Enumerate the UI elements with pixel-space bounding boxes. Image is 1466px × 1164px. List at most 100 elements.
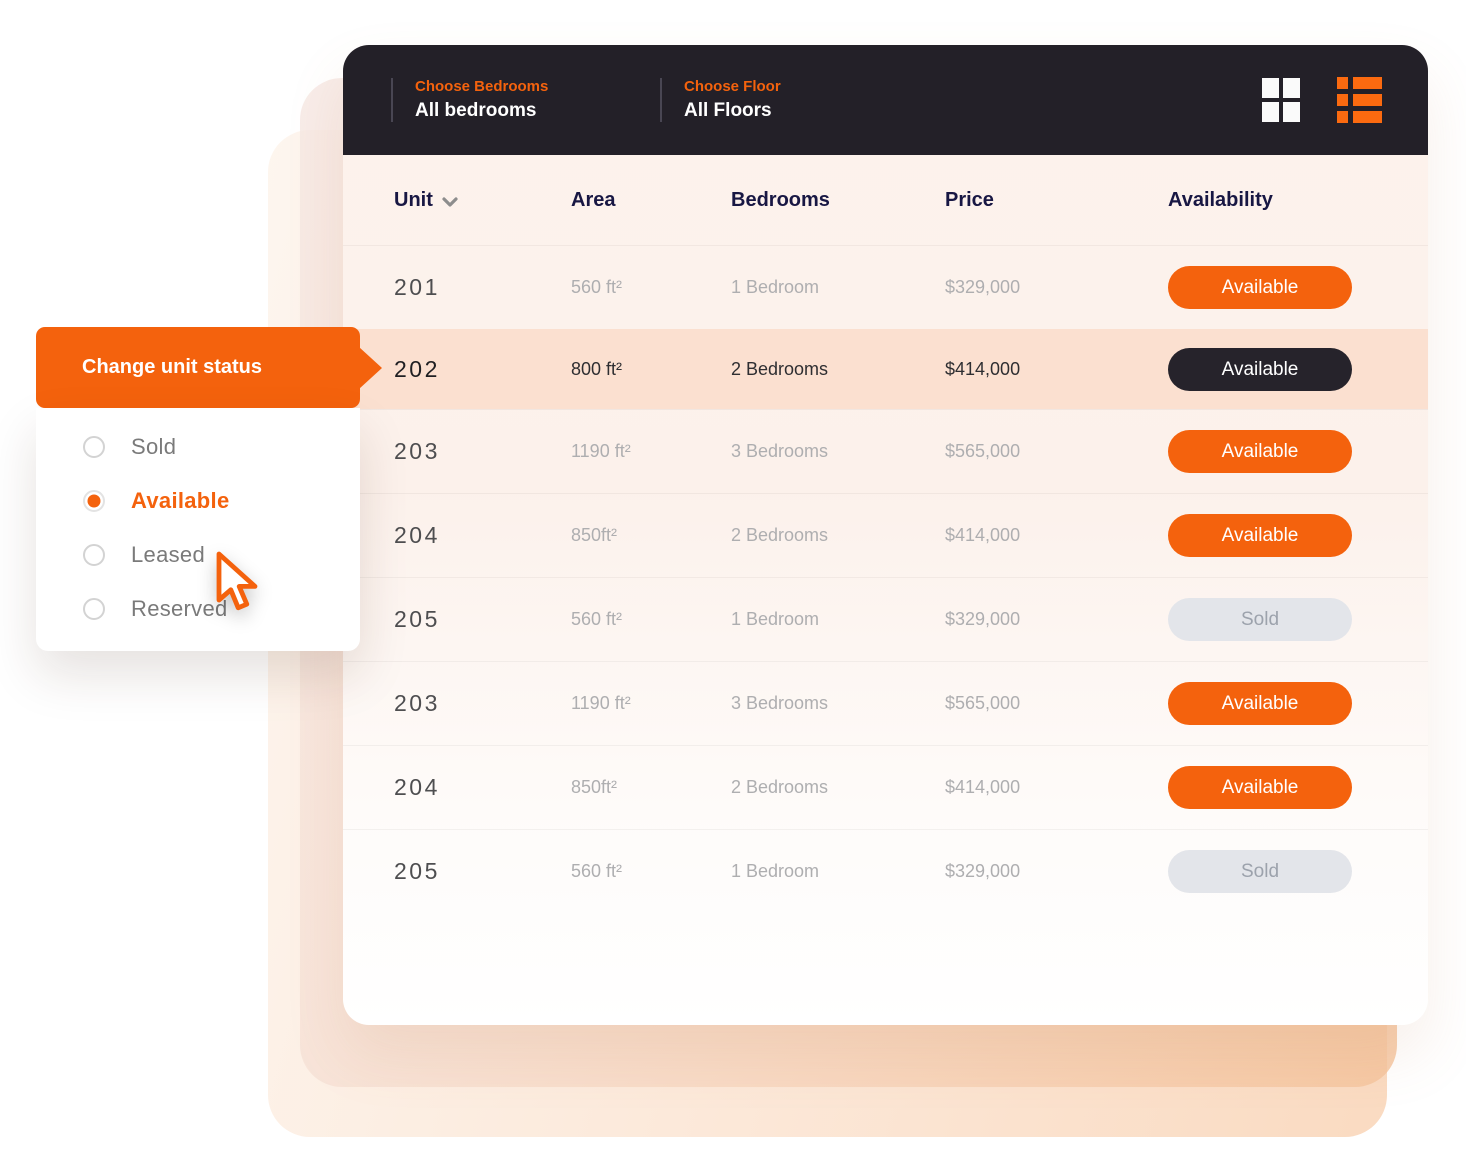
status-button[interactable]: Available [1168, 514, 1352, 557]
status-button[interactable]: Sold [1168, 598, 1352, 641]
area-cell: 1190 ft² [571, 693, 631, 713]
mouse-cursor-icon [216, 551, 258, 611]
filter-bar: Choose Bedrooms All bedrooms Choose Floo… [343, 45, 1428, 155]
price-cell: $329,000 [945, 861, 1021, 881]
status-option-label: Available [131, 488, 230, 513]
availability-cell: Available [1168, 266, 1428, 309]
status-option-label: Reserved [131, 596, 228, 621]
sort-chevron-down-icon[interactable] [442, 196, 458, 207]
table-body: 201 560 ft² 1 Bedroom $329,000 Available 202 8… [343, 245, 1428, 913]
price-cell: $329,000 [945, 277, 1021, 297]
units-panel: Choose Bedrooms All bedrooms Choose Floo… [343, 45, 1428, 1025]
table-row[interactable]: 205 560 ft² 1 Bedroom $329,000 Sold [343, 829, 1428, 913]
floor-filter-label: Choose Floor [684, 78, 781, 95]
status-option-leased[interactable]: Leased [36, 528, 360, 582]
bedrooms-cell: 2 Bedrooms [731, 777, 829, 797]
floor-filter[interactable]: Choose Floor All Floors [660, 78, 781, 122]
availability-cell: Available [1168, 430, 1428, 473]
grid-icon-cell [1283, 102, 1300, 122]
grid-view-icon[interactable] [1262, 78, 1300, 122]
status-option-available[interactable]: Available [36, 474, 360, 528]
unit-cell: 203 [394, 438, 440, 464]
radio-icon[interactable] [83, 436, 105, 458]
change-status-popup: Sold Available Leased Reserved [36, 408, 360, 651]
status-button[interactable]: Available [1168, 682, 1352, 725]
floor-filter-value: All Floors [684, 100, 772, 121]
availability-cell: Sold [1168, 850, 1428, 893]
column-header-unit[interactable]: Unit [343, 189, 571, 212]
status-button[interactable]: Available [1168, 430, 1352, 473]
area-cell: 1190 ft² [571, 441, 631, 461]
availability-cell: Sold [1168, 598, 1428, 641]
bedrooms-filter-value: All bedrooms [415, 100, 537, 121]
list-icon-row [1337, 94, 1382, 106]
availability-cell: Available [1168, 766, 1428, 809]
grid-icon-cell [1283, 78, 1300, 98]
table-header-row: Unit Area Bedrooms Price Availability [343, 155, 1428, 245]
price-cell: $329,000 [945, 609, 1021, 629]
status-option-sold[interactable]: Sold [36, 420, 360, 474]
status-option-reserved[interactable]: Reserved [36, 582, 360, 636]
area-cell: 850ft² [571, 777, 618, 797]
status-option-label: Leased [131, 542, 205, 567]
bedrooms-cell: 1 Bedroom [731, 861, 820, 881]
price-cell: $414,000 [945, 359, 1021, 379]
column-header-area: Area [571, 188, 616, 211]
price-cell: $565,000 [945, 441, 1021, 461]
unit-cell: 203 [394, 690, 440, 716]
status-button[interactable]: Available [1168, 348, 1352, 391]
bedrooms-filter-label: Choose Bedrooms [415, 78, 549, 95]
availability-cell: Available [1168, 682, 1428, 725]
status-button[interactable]: Available [1168, 266, 1352, 309]
popup-pointer-arrow [359, 346, 382, 389]
area-cell: 560 ft² [571, 609, 623, 629]
status-option-label: Sold [131, 434, 177, 459]
change-status-popup-header: Change unit status [36, 327, 382, 408]
table-row[interactable]: 204 850ft² 2 Bedrooms $414,000 Available [343, 745, 1428, 829]
status-button[interactable]: Available [1168, 766, 1352, 809]
table-row[interactable]: 201 560 ft² 1 Bedroom $329,000 Available [343, 245, 1428, 329]
unit-cell: 204 [394, 774, 440, 800]
list-icon-row [1337, 111, 1382, 123]
unit-cell: 205 [394, 606, 440, 632]
list-icon-row [1337, 77, 1382, 89]
list-view-icon[interactable] [1337, 77, 1382, 123]
price-cell: $414,000 [945, 525, 1021, 545]
radio-icon[interactable] [83, 490, 105, 512]
bedrooms-cell: 3 Bedrooms [731, 693, 829, 713]
column-header-price: Price [945, 188, 994, 211]
column-header-availability: Availability [1168, 188, 1273, 211]
bedrooms-cell: 1 Bedroom [731, 609, 820, 629]
area-cell: 560 ft² [571, 277, 623, 297]
units-table: Unit Area Bedrooms Price Availability 20… [343, 155, 1428, 913]
unit-cell: 202 [394, 356, 440, 382]
unit-cell: 205 [394, 858, 440, 884]
availability-cell: Available [1168, 348, 1428, 391]
area-cell: 850ft² [571, 525, 618, 545]
area-cell: 800 ft² [571, 359, 623, 379]
table-row[interactable]: 203 1190 ft² 3 Bedrooms $565,000 Available [343, 409, 1428, 493]
grid-icon-cell [1262, 78, 1279, 98]
column-header-bedrooms: Bedrooms [731, 188, 830, 211]
unit-cell: 201 [394, 274, 440, 300]
table-row[interactable]: 205 560 ft² 1 Bedroom $329,000 Sold [343, 577, 1428, 661]
table-row[interactable]: 202 800 ft² 2 Bedrooms $414,000 Available [343, 329, 1428, 409]
table-row[interactable]: 203 1190 ft² 3 Bedrooms $565,000 Available [343, 661, 1428, 745]
popup-title: Change unit status [82, 356, 263, 378]
price-cell: $414,000 [945, 777, 1021, 797]
radio-icon[interactable] [83, 544, 105, 566]
bedrooms-cell: 2 Bedrooms [731, 359, 829, 379]
radio-icon[interactable] [83, 598, 105, 620]
area-cell: 560 ft² [571, 861, 623, 881]
column-header-unit-label: Unit [394, 188, 433, 211]
bedrooms-filter[interactable]: Choose Bedrooms All bedrooms [391, 78, 660, 122]
bedrooms-cell: 1 Bedroom [731, 277, 820, 297]
availability-cell: Available [1168, 514, 1428, 557]
price-cell: $565,000 [945, 693, 1021, 713]
status-button[interactable]: Sold [1168, 850, 1352, 893]
table-row[interactable]: 204 850ft² 2 Bedrooms $414,000 Available [343, 493, 1428, 577]
bedrooms-cell: 3 Bedrooms [731, 441, 829, 461]
unit-cell: 204 [394, 522, 440, 548]
bedrooms-cell: 2 Bedrooms [731, 525, 829, 545]
